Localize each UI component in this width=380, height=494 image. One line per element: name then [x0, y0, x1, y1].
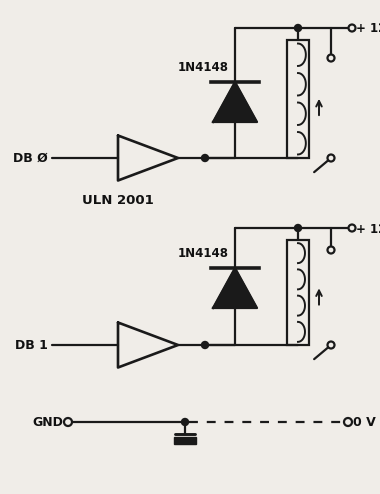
Circle shape: [328, 341, 334, 348]
Circle shape: [344, 418, 352, 426]
Text: + 12 V: + 12 V: [356, 23, 380, 36]
Text: DB Ø: DB Ø: [13, 152, 48, 165]
Circle shape: [328, 155, 334, 162]
Circle shape: [64, 418, 72, 426]
Circle shape: [294, 25, 301, 32]
Text: 0 V: 0 V: [353, 415, 376, 428]
Text: ULN 2001: ULN 2001: [82, 194, 154, 206]
Text: DB 1: DB 1: [15, 338, 48, 352]
Text: GND: GND: [32, 415, 63, 428]
Text: 1N4148: 1N4148: [178, 247, 229, 260]
Text: + 12 V: + 12 V: [356, 222, 380, 236]
Circle shape: [348, 224, 356, 232]
Circle shape: [201, 155, 209, 162]
Circle shape: [328, 54, 334, 61]
Polygon shape: [213, 268, 257, 308]
Polygon shape: [213, 82, 257, 122]
Circle shape: [201, 341, 209, 348]
Circle shape: [182, 418, 188, 425]
Circle shape: [348, 25, 356, 32]
Circle shape: [294, 224, 301, 232]
Bar: [287, 240, 309, 345]
Text: 1N4148: 1N4148: [178, 61, 229, 74]
Bar: [287, 40, 309, 158]
Bar: [174, 437, 196, 444]
Circle shape: [328, 247, 334, 253]
